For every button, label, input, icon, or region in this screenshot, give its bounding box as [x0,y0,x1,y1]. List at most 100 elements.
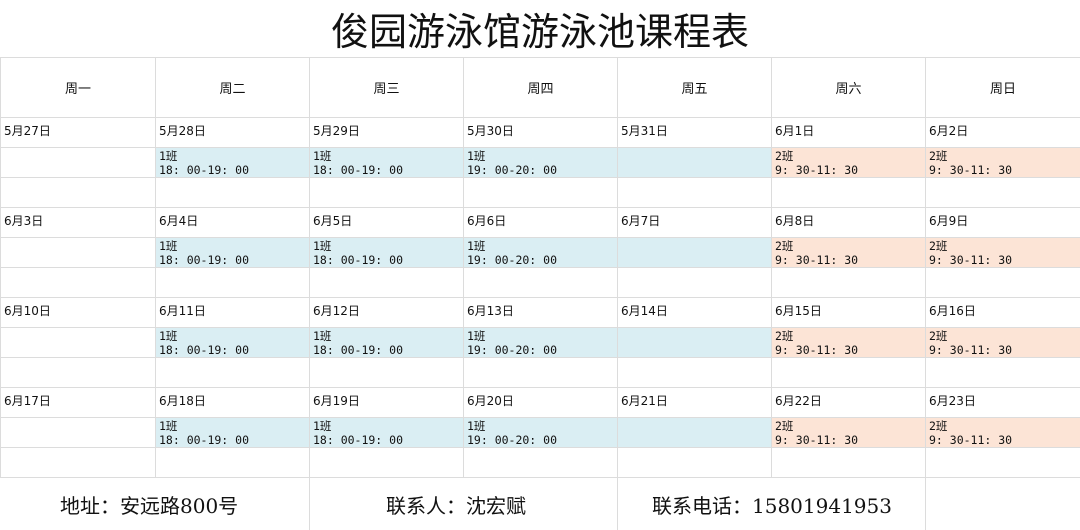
empty-cell[interactable] [926,358,1080,388]
empty-cell[interactable] [772,358,926,388]
empty-cell[interactable] [926,448,1080,478]
date-label: 6月1日 [772,118,925,138]
empty-cell[interactable] [310,268,464,298]
class-time: 9: 30-11: 30 [772,433,925,447]
date-cell[interactable]: 6月2日 [926,118,1080,148]
date-cell[interactable]: 6月9日 [926,208,1080,238]
empty-cell[interactable] [618,178,772,208]
date-cell[interactable]: 6月16日 [926,298,1080,328]
empty-cell[interactable] [156,178,310,208]
date-cell[interactable]: 5月29日 [310,118,464,148]
date-cell[interactable]: 5月31日 [618,118,772,148]
empty-cell[interactable] [464,178,618,208]
class-name [618,328,771,329]
date-cell[interactable]: 6月17日 [1,388,156,418]
empty-cell[interactable] [618,448,772,478]
class-cell[interactable] [618,418,772,448]
date-cell[interactable]: 6月7日 [618,208,772,238]
empty-cell[interactable] [310,448,464,478]
empty-cell[interactable] [772,268,926,298]
empty-cell[interactable] [464,358,618,388]
empty-cell[interactable] [310,358,464,388]
date-cell[interactable]: 6月3日 [1,208,156,238]
date-cell[interactable]: 6月15日 [772,298,926,328]
class-cell[interactable] [1,328,156,358]
class-time: 9: 30-11: 30 [772,253,925,267]
empty-cell[interactable] [618,268,772,298]
class-name: 2班 [772,238,925,253]
date-cell[interactable]: 6月6日 [464,208,618,238]
date-cell[interactable]: 6月23日 [926,388,1080,418]
class-cell[interactable] [1,418,156,448]
empty-cell[interactable] [156,448,310,478]
empty-cell[interactable] [618,358,772,388]
date-cell[interactable]: 6月21日 [618,388,772,418]
date-cell[interactable]: 5月30日 [464,118,618,148]
date-label: 6月15日 [772,298,925,318]
date-cell[interactable]: 6月11日 [156,298,310,328]
class-time: 18: 00-19: 00 [156,253,309,267]
class-cell[interactable] [618,148,772,178]
date-cell[interactable]: 6月19日 [310,388,464,418]
class-cell[interactable] [618,328,772,358]
empty-cell[interactable] [1,178,156,208]
empty-cell[interactable] [1,448,156,478]
date-cell[interactable]: 6月4日 [156,208,310,238]
empty-cell[interactable] [926,178,1080,208]
empty-cell[interactable] [1,268,156,298]
class-cell[interactable] [1,148,156,178]
date-cell[interactable]: 6月13日 [464,298,618,328]
empty-cell[interactable] [772,178,926,208]
date-label: 5月27日 [1,118,155,138]
empty-cell[interactable] [464,448,618,478]
day-header-wed: 周三 [310,58,464,118]
date-cell[interactable]: 6月22日 [772,388,926,418]
date-cell[interactable]: 6月20日 [464,388,618,418]
empty-cell[interactable] [1,358,156,388]
class-time: 9: 30-11: 30 [926,253,1080,267]
date-cell[interactable]: 6月14日 [618,298,772,328]
date-label: 6月11日 [156,298,309,318]
class-cell[interactable] [618,238,772,268]
date-cell[interactable]: 5月27日 [1,118,156,148]
date-cell[interactable]: 6月12日 [310,298,464,328]
class-cell[interactable] [1,238,156,268]
date-cell[interactable]: 6月1日 [772,118,926,148]
empty-cell[interactable] [926,268,1080,298]
date-cell[interactable]: 5月28日 [156,118,310,148]
empty-cell[interactable] [156,268,310,298]
spacer-row [1,268,1080,298]
date-label: 6月18日 [156,388,309,408]
empty-cell[interactable] [156,358,310,388]
class-name [618,148,771,149]
date-cell[interactable]: 6月10日 [1,298,156,328]
date-cell[interactable]: 6月8日 [772,208,926,238]
empty-cell[interactable] [310,178,464,208]
empty-cell[interactable] [464,268,618,298]
date-cell[interactable]: 6月5日 [310,208,464,238]
date-cell[interactable]: 6月18日 [156,388,310,418]
empty-cell[interactable] [772,448,926,478]
